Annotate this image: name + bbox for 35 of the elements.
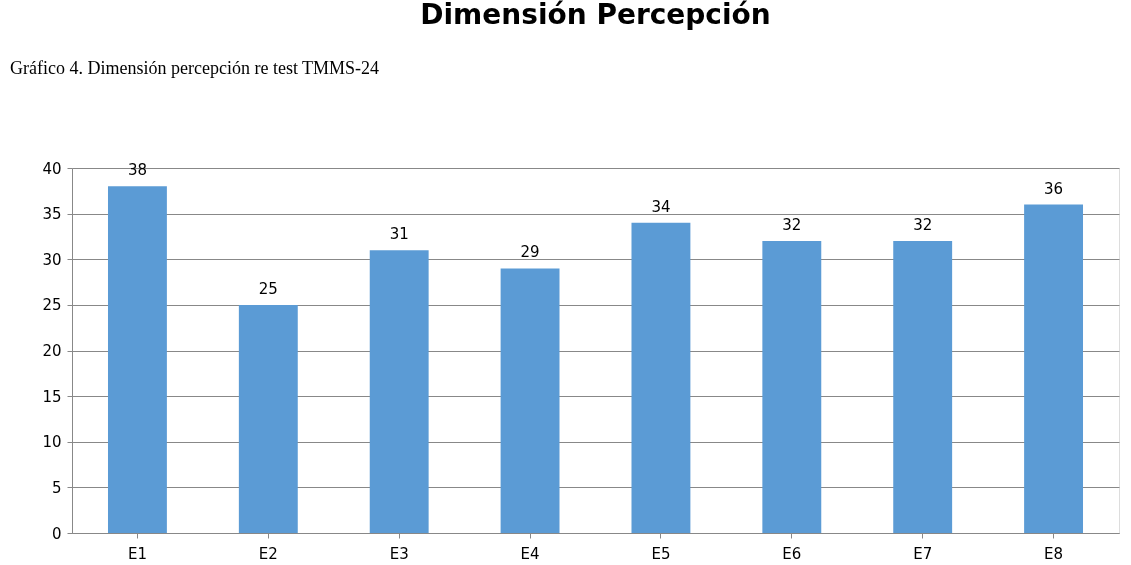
data-label: 29 <box>520 243 540 262</box>
y-tick-label: 30 <box>42 250 62 269</box>
data-label: 25 <box>258 279 278 298</box>
x-tick-label: E2 <box>258 544 278 563</box>
bar <box>369 250 429 533</box>
bar <box>500 268 560 533</box>
y-tick-label: 25 <box>42 296 62 315</box>
x-tick-label: E3 <box>389 544 409 563</box>
bar <box>893 241 953 533</box>
y-tick-label: 40 <box>42 159 62 178</box>
x-tick-label: E5 <box>651 544 671 563</box>
bar <box>762 241 822 533</box>
chart-title: Dimensión Percepción <box>420 0 771 31</box>
y-tick-label: 20 <box>42 342 62 360</box>
data-label: 36 <box>1044 179 1064 198</box>
data-label: 32 <box>782 216 802 234</box>
data-label: 31 <box>389 225 409 244</box>
bar <box>107 186 167 533</box>
data-label: 38 <box>127 161 147 180</box>
y-tick-label: 35 <box>42 205 62 224</box>
data-label: 34 <box>651 197 671 216</box>
x-tick-label: E7 <box>913 544 933 563</box>
y-tick-label: 10 <box>42 433 62 452</box>
bar <box>631 222 691 533</box>
y-tick-label: 15 <box>42 387 62 406</box>
bar <box>1024 204 1084 533</box>
bar <box>238 304 298 533</box>
x-tick-label: E1 <box>127 544 147 563</box>
x-tick-label: E8 <box>1044 544 1064 563</box>
text: Gráfico 4. Dimensión percepción re test TMMS-24 <box>10 58 380 78</box>
x-tick-label: E4 <box>520 544 540 563</box>
data-label: 32 <box>913 216 933 234</box>
x-tick-label: E6 <box>782 544 802 563</box>
y-tick-label: 0 <box>51 524 62 543</box>
y-tick-label: 5 <box>51 478 62 497</box>
